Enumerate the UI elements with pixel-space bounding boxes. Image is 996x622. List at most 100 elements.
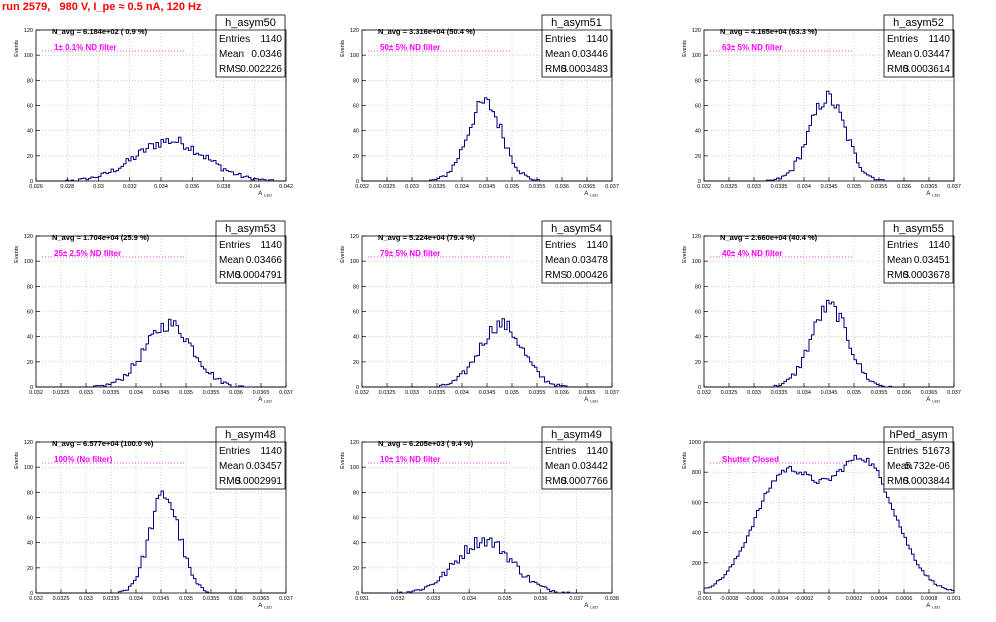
x-tick-label: 0.033 [79, 596, 93, 602]
navg-label: N_avg = 6.184e+02 ( 0.9 %) [52, 27, 148, 36]
filter-annotation: 50± 5% ND filter [380, 43, 440, 52]
x-tick-label: 0.033 [427, 596, 441, 602]
stats-value: 0.0002991 [235, 476, 283, 487]
x-axis-label: A LED [258, 191, 272, 198]
x-tick-label: 0.036 [229, 390, 243, 396]
x-tick-label: -0.0004 [770, 596, 789, 602]
stats-label: Entries [219, 240, 250, 251]
y-tick-label: 80 [695, 284, 701, 290]
filter-annotation: 25± 2.5% ND filter [54, 249, 121, 258]
y-tick-label: 40 [353, 129, 359, 135]
x-tick-label: 0.032 [29, 596, 43, 602]
stats-box [541, 220, 612, 284]
histogram-title: h_asym53 [225, 223, 276, 235]
y-tick-label: 60 [695, 310, 701, 316]
x-axis-label: A LED [926, 397, 940, 404]
y-tick-label: 0 [30, 591, 33, 597]
histogram-panel: 0.032 0.0325 0.033 0.0335 0.034 0.0345 0.035 0.… [340, 14, 619, 198]
stats-value: 0.0004791 [235, 270, 283, 281]
stats-label: Mean [219, 461, 244, 472]
plot-frame [35, 235, 287, 388]
stats-value: 0.002226 [240, 64, 282, 75]
stats-label: RMS [887, 476, 910, 487]
histogram-title: h_asym51 [551, 17, 602, 29]
x-tick-label: 0.032 [697, 390, 711, 396]
x-tick-label: 0.032 [391, 596, 405, 602]
x-tick-label: 0.036 [229, 596, 243, 602]
x-tick-label: -0.0006 [745, 596, 764, 602]
stats-box [541, 426, 612, 490]
stats-value: 0.03478 [572, 255, 609, 266]
x-axis-label-sub: LED [590, 193, 598, 198]
x-tick-label: 0.035 [847, 184, 861, 190]
x-axis-label-sub: LED [264, 399, 272, 404]
stats-value: 1140 [586, 34, 608, 45]
x-tick-label: 0.0355 [203, 596, 220, 602]
y-tick-label: 60 [353, 104, 359, 110]
x-axis-label: A LED [926, 191, 940, 198]
navg-label: N_avg = 2.660e+04 (40.4 %) [720, 233, 818, 242]
x-tick-label: 0.037 [605, 390, 619, 396]
x-tick-label: 0.037 [947, 184, 961, 190]
x-tick-label: 0.0006 [896, 596, 913, 602]
y-tick-label: 600 [692, 500, 701, 506]
x-tick-label: 0.036 [897, 390, 911, 396]
x-tick-label: 0.0325 [721, 390, 738, 396]
x-axis-label: A LED [258, 603, 272, 610]
y-tick-label: 120 [692, 28, 701, 34]
x-tick-label: 0.0365 [579, 390, 596, 396]
stats-box [883, 220, 954, 284]
y-tick-label: 60 [27, 104, 33, 110]
y-axis-label: Events [682, 246, 688, 263]
filter-annotation: 10± 1% ND filter [380, 455, 440, 464]
x-tick-label: 0.036 [897, 184, 911, 190]
y-tick-label: 20 [695, 154, 701, 160]
x-tick-label: 0.0325 [53, 390, 70, 396]
y-tick-label: 100 [24, 465, 33, 471]
x-tick-label: 0.036 [534, 596, 548, 602]
filter-annotation: Shutter Closed [722, 455, 779, 464]
x-tick-label: 0.034 [462, 596, 476, 602]
x-axis-label-sub: LED [590, 605, 598, 610]
y-tick-label: 20 [353, 154, 359, 160]
x-tick-label: 0.032 [123, 184, 137, 190]
histogram-line [362, 537, 612, 594]
x-axis-label: A LED [926, 603, 940, 610]
y-tick-label: 100 [692, 259, 701, 265]
x-tick-label: 0.035 [179, 390, 193, 396]
stats-value: 1140 [260, 240, 282, 251]
x-tick-label: 0.0365 [253, 390, 270, 396]
x-tick-label: 0.0355 [203, 390, 220, 396]
x-tick-label: 0.0345 [479, 184, 496, 190]
y-tick-label: 100 [692, 53, 701, 59]
x-tick-label: 0.026 [29, 184, 43, 190]
y-tick-label: 0 [356, 591, 359, 597]
y-tick-label: 800 [692, 470, 701, 476]
y-tick-label: 20 [27, 360, 33, 366]
histogram-line [36, 318, 286, 388]
x-tick-label: 0.042 [279, 184, 293, 190]
x-tick-label: 0.036 [555, 184, 569, 190]
x-tick-label: 0.031 [355, 596, 369, 602]
y-tick-label: 60 [695, 104, 701, 110]
plot-frame [703, 29, 955, 182]
filter-annotation: 79± 5% ND filter [380, 249, 440, 258]
y-tick-label: 120 [24, 28, 33, 34]
histogram-title: h_asym50 [225, 17, 276, 29]
stats-value: 0.03451 [914, 255, 951, 266]
x-tick-label: 0.0365 [253, 596, 270, 602]
y-tick-label: 40 [695, 335, 701, 341]
stats-value: 0.0346 [251, 49, 282, 60]
x-tick-label: 0.033 [405, 184, 419, 190]
navg-label: N_avg = 5.224e+04 (79.4 %) [378, 233, 476, 242]
x-axis-label: A LED [584, 397, 598, 404]
y-tick-label: 80 [353, 78, 359, 84]
stats-label: Mean [545, 49, 570, 60]
y-tick-label: 120 [350, 28, 359, 34]
stats-value: 0.0003483 [561, 64, 609, 75]
stats-label: Entries [219, 446, 250, 457]
x-tick-label: -0.0002 [795, 596, 814, 602]
histogram-line [703, 454, 955, 593]
x-tick-label: 0.0325 [379, 184, 396, 190]
